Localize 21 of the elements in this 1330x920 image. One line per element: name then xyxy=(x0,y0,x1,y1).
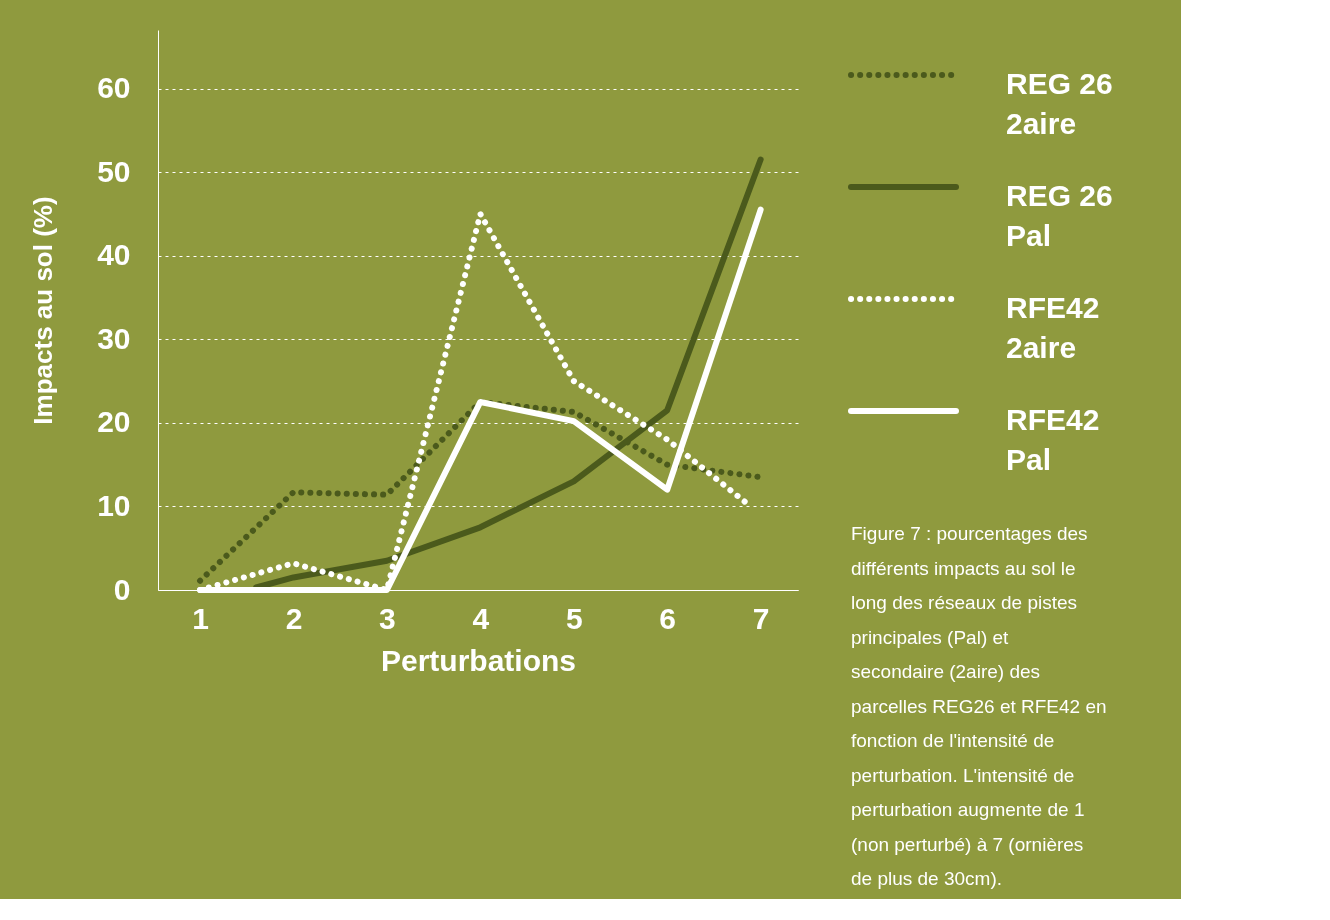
x-tick-label: 4 xyxy=(472,601,490,635)
x-tick-label: 5 xyxy=(565,601,583,635)
x-tick-label: 6 xyxy=(659,601,677,635)
y-tick-label: 60 xyxy=(97,71,131,105)
y-tick-label: 30 xyxy=(97,321,131,355)
x-tick-label: 3 xyxy=(379,601,396,635)
legend-label: RFE42 2aire xyxy=(1006,291,1100,364)
y-tick-label: 40 xyxy=(97,238,131,272)
x-tick-label: 7 xyxy=(752,601,770,635)
text: Figure 7 : pourcentages des différents impacts au sol le long des réseaux de pistes principales (Pal) et secondaire (2aire) des parcelles REG26 et RFE42 en fonction de l'intensité de perturbation. L'intensité de perturbation augmente de 1 (non perturbé) à 7 (ornières de plus de 30cm). xyxy=(851,523,1107,889)
y-tick-label: 50 xyxy=(97,154,131,188)
x-axis-title: Perturbations xyxy=(380,643,577,677)
x-tick-label: 2 xyxy=(285,601,303,635)
y-axis-title: Impacts au sol (%) xyxy=(28,196,59,425)
y-tick-label: 10 xyxy=(97,488,131,522)
x-tick-label: 1 xyxy=(192,601,209,635)
legend-label: RFE42 Pal xyxy=(1006,403,1100,476)
legend-label: REG 26 Pal xyxy=(1006,179,1113,252)
legend-label: REG 26 2aire xyxy=(1006,67,1113,140)
y-tick-label: 20 xyxy=(97,405,131,439)
y-tick-label: 0 xyxy=(113,572,131,606)
